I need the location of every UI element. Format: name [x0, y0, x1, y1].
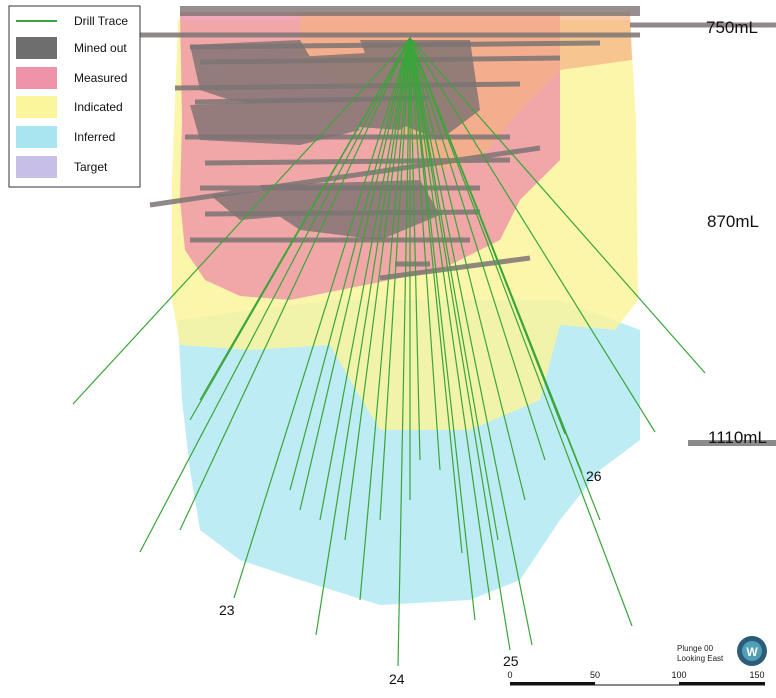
drive-1110 — [688, 440, 776, 446]
legend-label-indicated: Indicated — [74, 100, 123, 114]
drill-trace-9 — [315, 37, 411, 636]
drill-trace-18 — [409, 37, 463, 554]
drill-trace-3 — [179, 37, 411, 531]
drill-trace-23 — [409, 37, 526, 501]
legend-swatch-mined-out — [16, 37, 57, 59]
legend-label-measured: Measured — [74, 71, 127, 85]
drill-trace-29 — [409, 37, 633, 627]
legend-swatch-inferred — [16, 126, 57, 148]
scale-tick-100: 100 — [671, 670, 686, 680]
drill-trace-24 — [409, 37, 533, 646]
drill-trace-10 — [319, 37, 411, 521]
drill-trace-2 — [139, 37, 411, 553]
scale-bar: 0 50 100 150 — [507, 670, 765, 686]
view-looking: Looking East — [677, 654, 724, 663]
legend-swatch-measured — [16, 67, 57, 89]
drill-trace-19 — [409, 37, 476, 621]
drill-trace-28 — [409, 37, 601, 521]
hole-label-24: 24 — [389, 671, 405, 687]
drill-trace-12 — [359, 37, 411, 601]
drill-trace-11 — [344, 37, 411, 541]
legend-label-inferred: Inferred — [74, 130, 115, 144]
compass-icon: W — [737, 636, 767, 666]
hole-label-25: 25 — [503, 653, 519, 669]
legend-label-mined-out: Mined out — [74, 41, 127, 55]
level-label-1110: 1110mL — [708, 428, 767, 447]
drill-trace-6 — [233, 37, 411, 599]
drill-trace-8 — [299, 37, 411, 511]
drill-trace-21 — [409, 37, 499, 541]
hole-label-23: 23 — [219, 602, 235, 618]
svg-text:W: W — [746, 645, 758, 659]
drill-trace-30 — [409, 37, 656, 433]
legend-label-drill-trace: Drill Trace — [74, 14, 128, 28]
drill-trace-17 — [409, 37, 441, 471]
legend-label-target: Target — [74, 160, 108, 174]
hole-label-26: 26 — [586, 468, 602, 484]
scale-tick-50: 50 — [590, 670, 600, 680]
scale-tick-0: 0 — [507, 670, 512, 680]
drill-trace-31 — [409, 37, 706, 374]
drill-trace-14 — [397, 37, 411, 667]
drill-trace-7 — [289, 37, 411, 491]
drill-trace-13 — [379, 37, 411, 521]
legend-swatch-indicated — [16, 96, 57, 118]
drill-trace-20 — [409, 37, 491, 601]
legend-swatch-target — [16, 156, 57, 178]
drill-trace-22 — [409, 37, 511, 651]
level-label-870: 870mL — [707, 212, 759, 231]
scale-tick-150: 150 — [749, 670, 764, 680]
legend: Drill Trace Mined out Measured Indicated… — [8, 5, 141, 188]
level-label-750: 750mL — [706, 18, 758, 37]
drill-trace-1 — [72, 37, 411, 405]
drill-trace-25 — [409, 37, 546, 461]
view-plunge: Plunge 00 — [677, 644, 714, 653]
drill-trace-5 — [199, 37, 411, 401]
drill-trace-16 — [409, 37, 421, 461]
drill-traces — [72, 37, 706, 667]
